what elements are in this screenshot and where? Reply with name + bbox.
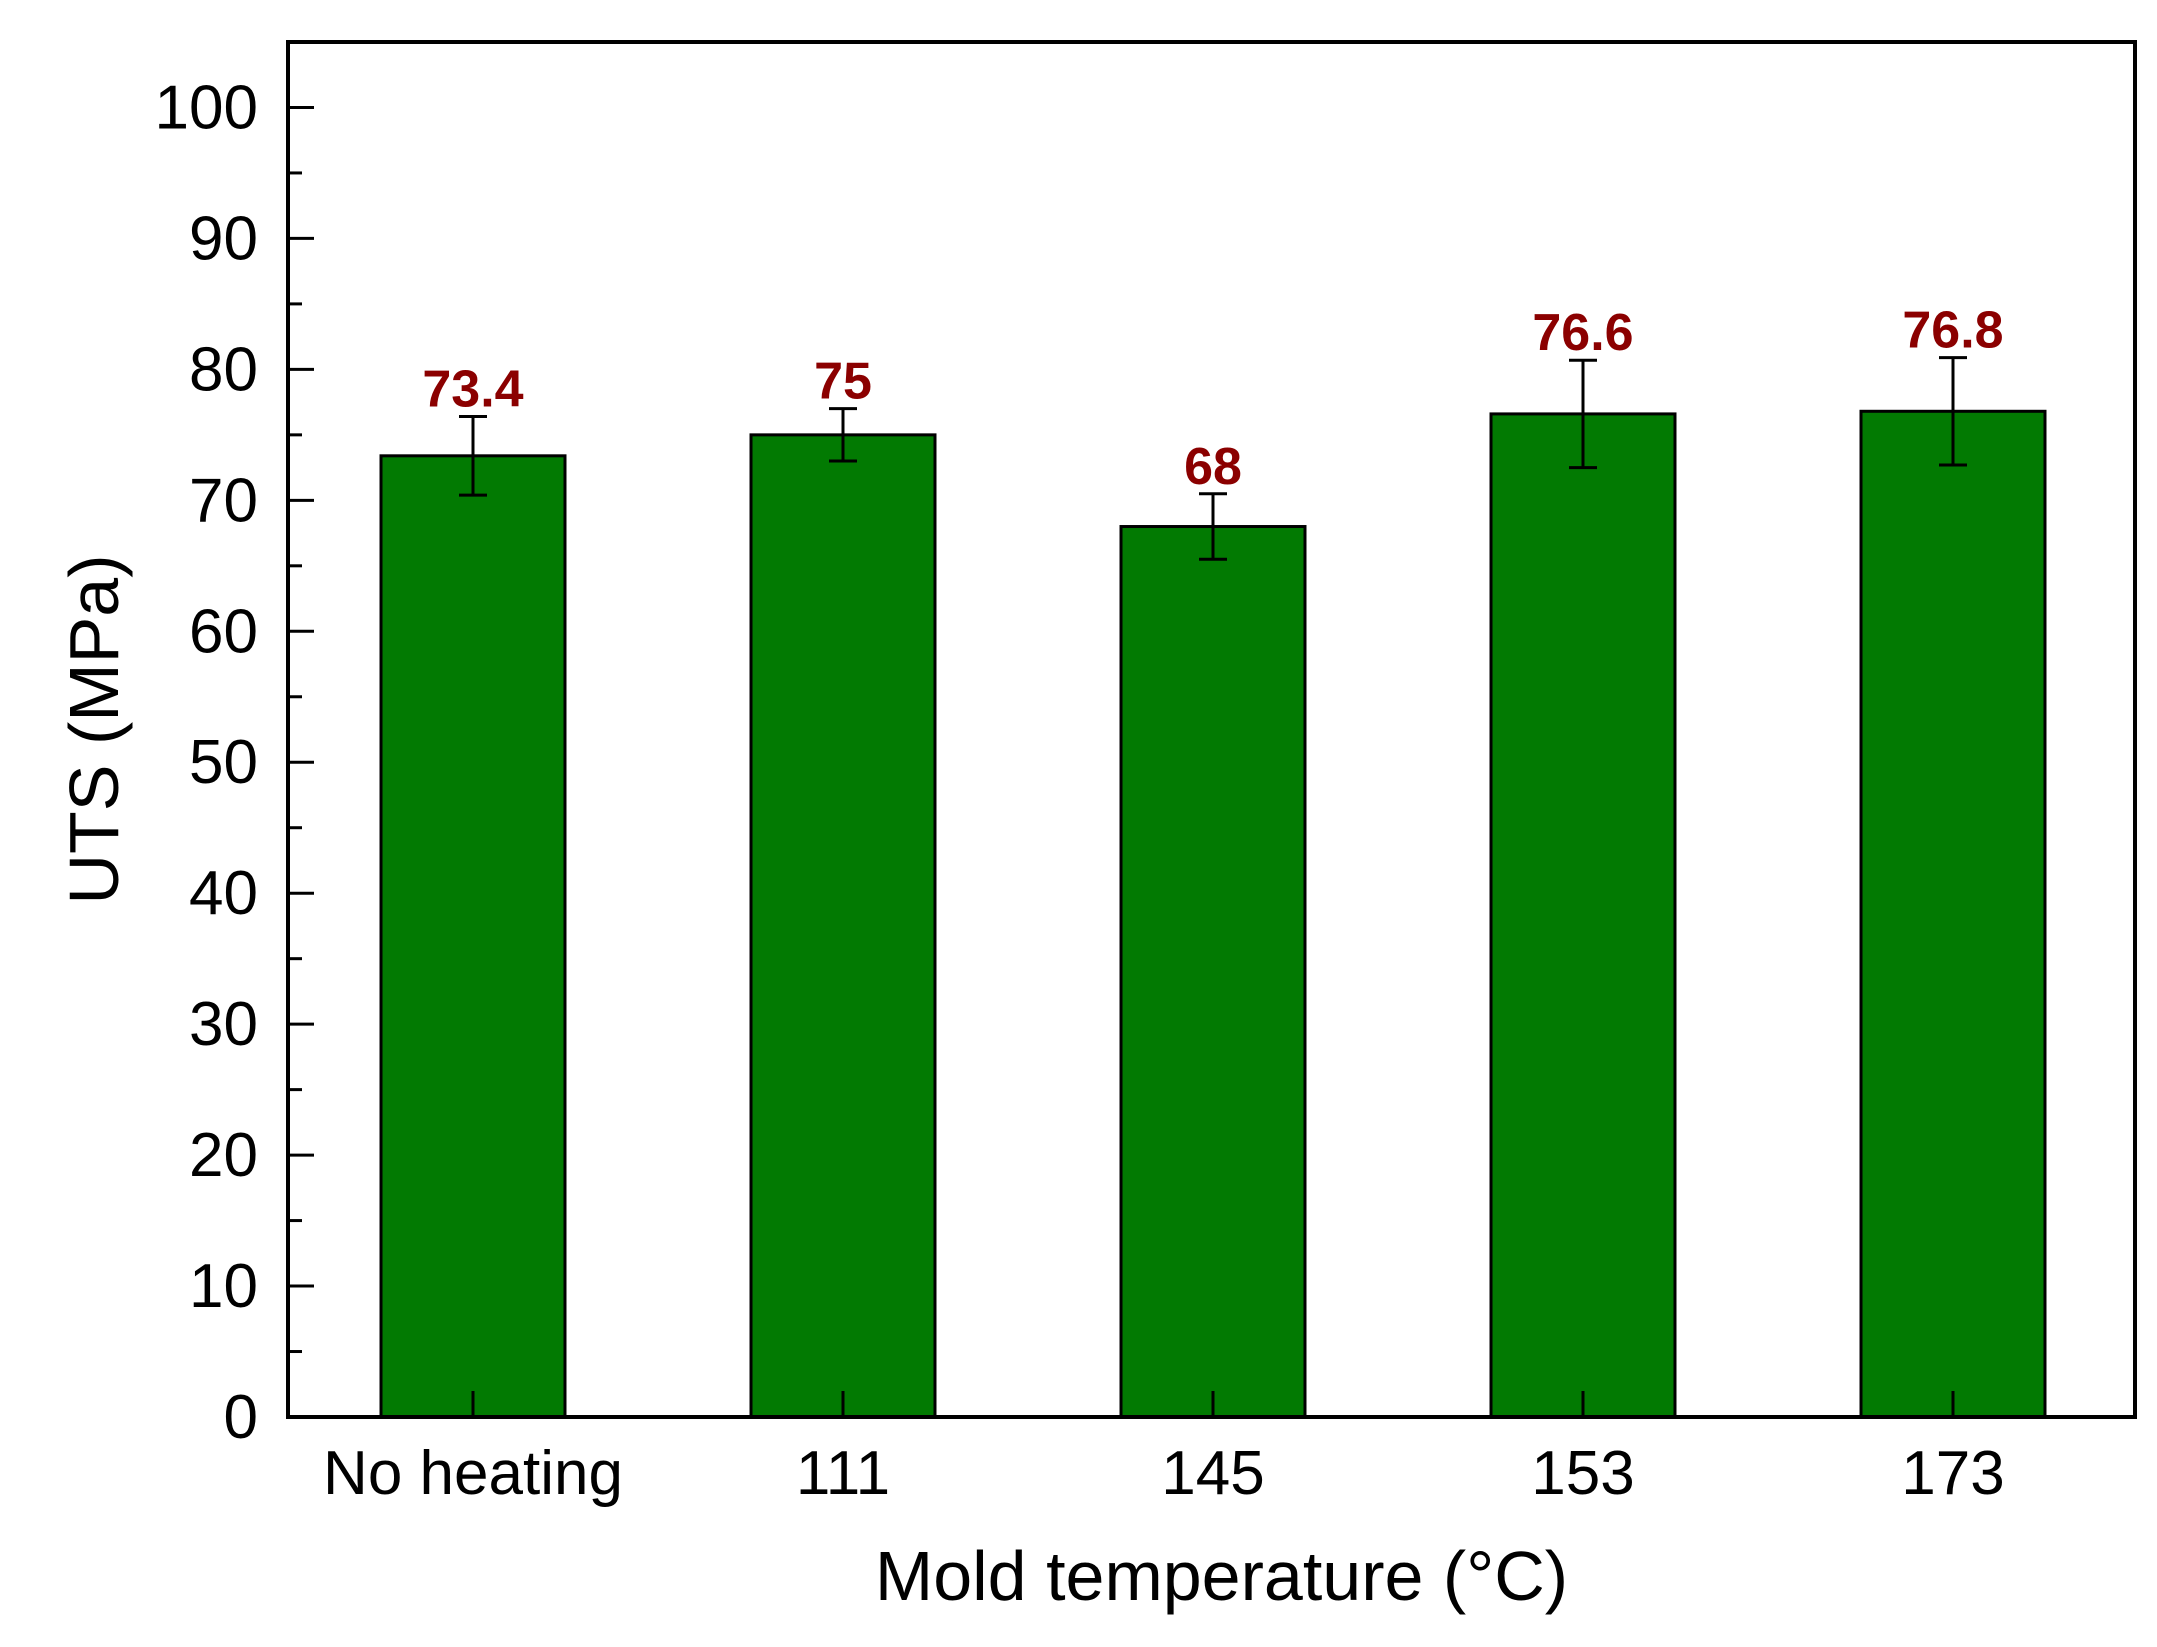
labels-layer: 73.4 No heating 75 111 68 145 76.6 153 76.8 173 0 1… bbox=[155, 73, 2005, 1508]
y-tick-label: 70 bbox=[189, 466, 258, 535]
x-axis-title: Mold temperature (°C) bbox=[875, 1537, 1568, 1615]
x-tick-label: 173 bbox=[1901, 1439, 2004, 1508]
y-axis-title: UTS (MPa) bbox=[55, 555, 133, 905]
y-tick-label: 50 bbox=[189, 728, 258, 797]
error-bars-layer bbox=[459, 356, 1967, 561]
x-tick-label: 153 bbox=[1531, 1439, 1634, 1508]
y-tick-label: 100 bbox=[155, 73, 258, 142]
y-tick-label: 10 bbox=[189, 1252, 258, 1321]
x-tick-label: 111 bbox=[796, 1439, 890, 1508]
y-tick-label: 30 bbox=[189, 990, 258, 1059]
x-tick-label: No heating bbox=[323, 1439, 623, 1508]
bar bbox=[1489, 412, 1677, 1419]
bar bbox=[379, 454, 567, 1419]
y-tick-label: 40 bbox=[189, 859, 258, 928]
data-label: 73.4 bbox=[422, 361, 523, 419]
x-tick-label: 145 bbox=[1161, 1439, 1264, 1508]
axis-ticks-layer bbox=[288, 105, 1955, 1419]
plot-frame bbox=[286, 40, 2137, 1419]
data-label: 76.8 bbox=[1902, 302, 2003, 360]
bar bbox=[749, 433, 937, 1419]
y-tick-label: 20 bbox=[189, 1121, 258, 1190]
y-tick-label: 0 bbox=[224, 1383, 258, 1452]
y-tick-label: 80 bbox=[189, 335, 258, 404]
bar bbox=[1119, 525, 1307, 1419]
bar bbox=[1859, 409, 2047, 1419]
y-tick-label: 60 bbox=[189, 597, 258, 666]
data-label: 68 bbox=[1184, 438, 1242, 496]
data-label: 75 bbox=[814, 353, 872, 411]
data-label: 76.6 bbox=[1532, 304, 1633, 362]
y-tick-label: 90 bbox=[189, 204, 258, 273]
bars-layer bbox=[379, 409, 2047, 1419]
